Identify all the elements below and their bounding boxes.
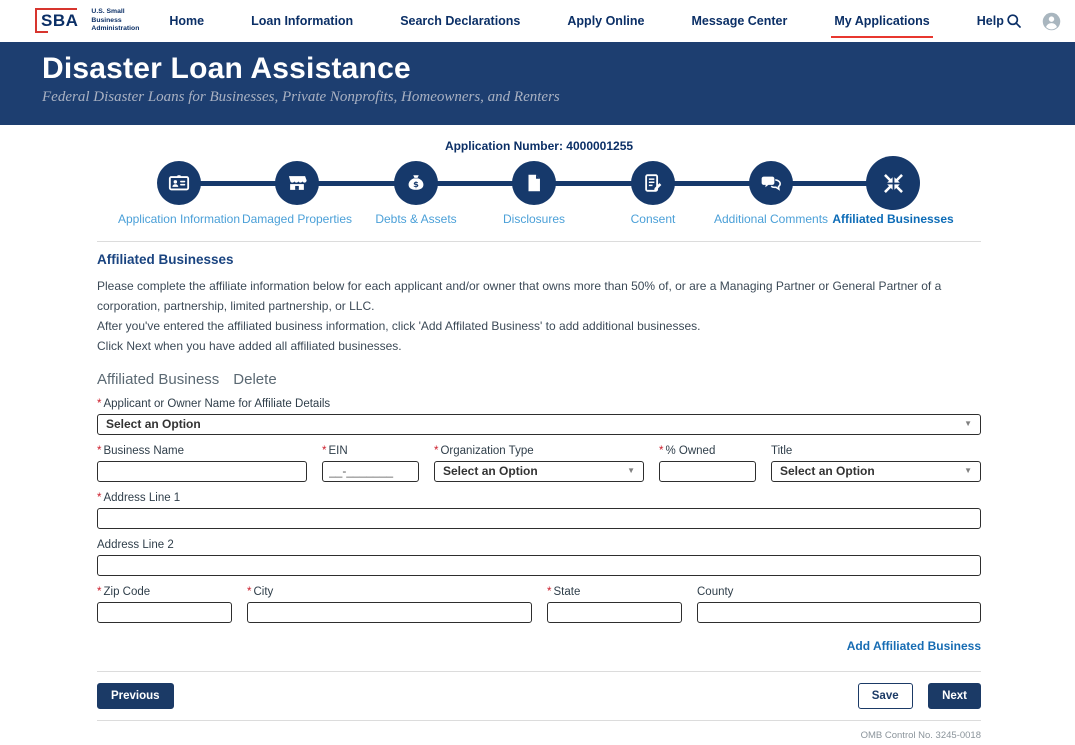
footer-divider bbox=[97, 719, 981, 721]
search-icon[interactable] bbox=[1004, 11, 1024, 31]
required-asterisk: * bbox=[659, 444, 664, 457]
nav-menu: Home Loan Information Search Declaration… bbox=[169, 14, 1004, 38]
top-nav: SBA U.S. Small Business Administration H… bbox=[0, 0, 1075, 42]
previous-button[interactable]: Previous bbox=[97, 682, 174, 709]
city-input[interactable] bbox=[247, 601, 532, 623]
signature-icon bbox=[645, 174, 662, 192]
omb-note: OMB Control No. 3245-0018 Exp. 08/31/202… bbox=[97, 729, 981, 745]
card-title: Affiliated Business bbox=[97, 370, 220, 388]
instructions-paragraph-2: After you've entered the affiliated busi… bbox=[97, 319, 701, 334]
step-circle: $ bbox=[394, 161, 438, 205]
organization-type-select[interactable]: Select an Option ▼ bbox=[434, 460, 644, 482]
required-asterisk: * bbox=[97, 444, 102, 457]
chat-bubbles-icon bbox=[761, 176, 781, 191]
section-heading: Affiliated Businesses bbox=[97, 252, 234, 267]
add-affiliated-business-link[interactable]: Add Affiliated Business bbox=[846, 638, 981, 653]
svg-text:$: $ bbox=[413, 179, 419, 189]
required-asterisk: * bbox=[547, 585, 552, 598]
next-button[interactable]: Next bbox=[928, 682, 981, 709]
nav-item-message-center[interactable]: Message Center bbox=[691, 14, 788, 28]
stepper-divider bbox=[97, 241, 981, 242]
title-select[interactable]: Select an Option ▼ bbox=[771, 460, 981, 482]
nav-item-my-applications[interactable]: My Applications bbox=[831, 14, 934, 38]
save-button[interactable]: Save bbox=[857, 682, 913, 709]
address-line-2-input[interactable] bbox=[97, 554, 981, 576]
stepper-step-application-information[interactable]: Application Information bbox=[114, 155, 244, 226]
step-circle bbox=[749, 161, 793, 205]
chevron-down-icon: ▼ bbox=[627, 466, 635, 476]
ein-input[interactable] bbox=[322, 460, 419, 482]
delete-link[interactable]: Delete bbox=[233, 370, 277, 388]
money-bag-icon: $ bbox=[408, 175, 424, 190]
nav-item-search-declarations[interactable]: Search Declarations bbox=[400, 14, 521, 28]
field-state: * State bbox=[547, 576, 682, 623]
chevron-down-icon: ▼ bbox=[964, 466, 972, 476]
sba-logo-text: U.S. Small Business Administration bbox=[91, 8, 140, 33]
required-asterisk: * bbox=[247, 585, 252, 598]
field-title: Title Select an Option ▼ bbox=[771, 435, 981, 482]
id-card-icon bbox=[168, 175, 190, 191]
application-number: Application Number: 4000001255 bbox=[444, 139, 634, 153]
stepper-step-damaged-properties[interactable]: Damaged Properties bbox=[232, 155, 362, 226]
field-address-line-2: Address Line 2 bbox=[97, 539, 981, 576]
document-icon bbox=[528, 174, 540, 192]
required-asterisk: * bbox=[97, 585, 102, 598]
step-circle bbox=[512, 161, 556, 205]
stepper-step-disclosures[interactable]: Disclosures bbox=[469, 155, 599, 226]
required-asterisk: * bbox=[322, 444, 327, 457]
field-pct-owned: *% Owned bbox=[659, 435, 756, 482]
business-name-input[interactable] bbox=[97, 460, 307, 482]
hero-banner: Disaster Loan Assistance Federal Disaste… bbox=[0, 42, 1075, 125]
nav-item-help[interactable]: Help bbox=[976, 14, 1004, 28]
page-title: Disaster Loan Assistance bbox=[42, 52, 411, 85]
nav-item-apply-online[interactable]: Apply Online bbox=[567, 14, 645, 28]
sba-logo[interactable]: SBA U.S. Small Business Administration bbox=[35, 8, 140, 34]
required-asterisk: * bbox=[97, 491, 102, 504]
field-applicant-owner: * Applicant or Owner Name for Affiliate D… bbox=[97, 398, 981, 435]
field-county: County bbox=[697, 576, 981, 623]
nav-item-loan-information[interactable]: Loan Information bbox=[251, 14, 354, 28]
action-buttons-row: Previous Save Next bbox=[97, 682, 981, 709]
applicant-owner-select[interactable]: Select an Option ▼ bbox=[97, 413, 981, 435]
stepper-step-consent[interactable]: Consent bbox=[588, 155, 718, 226]
chevron-down-icon: ▼ bbox=[964, 419, 972, 429]
field-zip-code: * Zip Code bbox=[97, 576, 232, 623]
field-city: * City bbox=[247, 576, 532, 623]
required-asterisk: * bbox=[97, 397, 102, 410]
stepper-step-debts-assets[interactable]: $ Debts & Assets bbox=[351, 155, 481, 226]
step-circle bbox=[631, 161, 675, 205]
nav-item-home[interactable]: Home bbox=[169, 14, 205, 28]
main-content: Application Number: 4000001255 Applicati… bbox=[97, 139, 981, 745]
stepper-step-additional-comments[interactable]: Additional Comments bbox=[706, 155, 836, 226]
address-line-1-input[interactable] bbox=[97, 507, 981, 529]
field-ein: * EIN bbox=[322, 435, 419, 482]
field-business-name: * Business Name bbox=[97, 435, 307, 482]
stepper-step-affiliated-businesses[interactable]: Affiliated Businesses bbox=[828, 155, 958, 226]
instructions-paragraph-1: Please complete the affiliate informatio… bbox=[97, 279, 942, 314]
pct-owned-input[interactable] bbox=[659, 460, 756, 482]
county-input[interactable] bbox=[697, 601, 981, 623]
omb-control-number: OMB Control No. 3245-0018 bbox=[860, 729, 981, 741]
step-circle bbox=[157, 161, 201, 205]
nav-right-controls bbox=[1004, 11, 1062, 32]
user-avatar-icon[interactable] bbox=[1041, 11, 1062, 32]
state-input[interactable] bbox=[547, 601, 682, 623]
page-subtitle: Federal Disaster Loans for Businesses, P… bbox=[42, 89, 560, 105]
storefront-icon bbox=[288, 176, 307, 190]
step-circle bbox=[275, 161, 319, 205]
compress-arrows-icon bbox=[883, 173, 903, 193]
sba-logo-mark: SBA bbox=[35, 8, 85, 34]
affiliated-business-card-header: Affiliated Business Delete bbox=[97, 371, 981, 388]
step-circle bbox=[866, 156, 920, 210]
instructions-paragraph-3: Click Next when you have added all affil… bbox=[97, 339, 402, 354]
required-asterisk: * bbox=[434, 444, 439, 457]
zip-code-input[interactable] bbox=[97, 601, 232, 623]
field-organization-type: * Organization Type Select an Option ▼ bbox=[434, 435, 644, 482]
buttons-divider bbox=[97, 670, 981, 672]
field-address-line-1: * Address Line 1 bbox=[97, 492, 981, 529]
progress-stepper: Application Information Damaged Properti… bbox=[97, 155, 981, 239]
